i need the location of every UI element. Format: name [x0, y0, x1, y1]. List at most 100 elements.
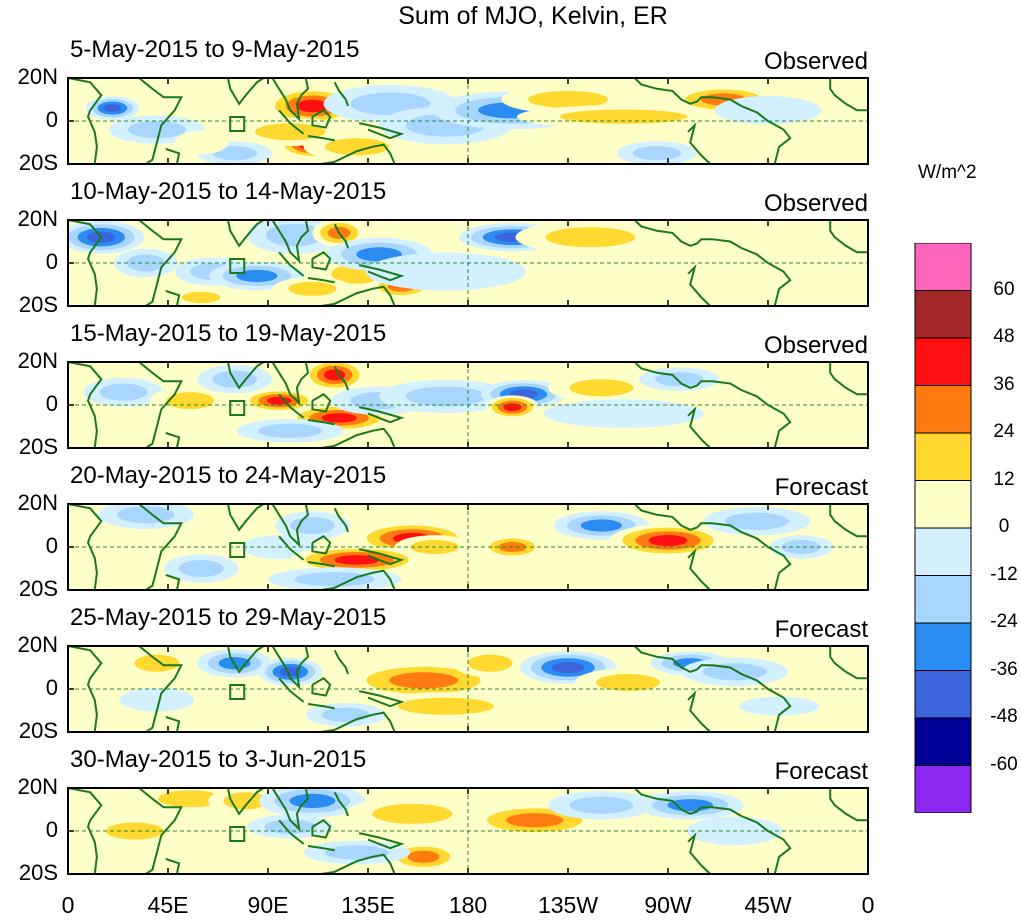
coastline	[633, 504, 792, 590]
anomaly-contour	[739, 696, 820, 716]
anomaly-contour	[559, 109, 688, 124]
region-box	[229, 542, 246, 558]
coastline	[165, 574, 181, 590]
anomaly-contour	[334, 555, 380, 565]
coastline	[321, 711, 396, 732]
coastline	[333, 791, 349, 817]
anomaly-contour	[782, 539, 821, 555]
coastline	[311, 109, 332, 129]
coastline	[138, 220, 183, 306]
coastline	[138, 788, 183, 874]
colorbar-swatch	[914, 670, 972, 719]
coastline	[138, 362, 183, 448]
colorbar-tick-label: 24	[993, 421, 1015, 442]
coastline	[307, 135, 335, 142]
anomaly-contour	[134, 654, 180, 672]
coastline	[333, 649, 349, 675]
coastline	[227, 646, 265, 674]
anomaly-contour	[99, 383, 148, 401]
anomaly-contour	[569, 379, 634, 397]
anomaly-contour	[324, 138, 389, 156]
coastline	[333, 223, 349, 249]
anomaly-contour	[372, 803, 453, 824]
coastline	[687, 690, 711, 732]
anomaly-contour	[321, 413, 357, 423]
coastline	[311, 251, 332, 271]
coastline	[358, 548, 405, 566]
coastline	[333, 365, 349, 391]
anomaly-contour	[324, 845, 389, 860]
colorbar-swatch	[914, 765, 972, 813]
coastline	[165, 432, 181, 448]
x-tick-label: 45E	[147, 892, 189, 918]
map-plot	[67, 361, 869, 449]
anomaly-contour	[724, 512, 789, 530]
colorbar-unit: W/m^2	[918, 162, 977, 183]
map-panel: 30-May-2015 to 3-Jun-2015 Forecast 20N 0 20S	[0, 746, 900, 894]
anomaly-contour	[506, 813, 564, 828]
anomaly-contour	[178, 559, 224, 578]
x-tick-label: 90E	[247, 892, 289, 918]
x-axis: 0 45E 90E 135E 180 135W 90W 45W 0	[0, 892, 1021, 921]
anomaly-contour	[648, 535, 688, 547]
coastline	[278, 819, 305, 845]
coastline	[633, 788, 792, 874]
anomaly-contour	[714, 96, 822, 125]
lat-tick-label: 0	[45, 249, 58, 274]
anomaly-contour	[528, 90, 608, 109]
coastline	[321, 285, 396, 306]
coastline	[321, 569, 396, 590]
coastline	[829, 504, 868, 538]
map-panel: 10-May-2015 to 14-May-2015 Observed 20N 0 20…	[0, 178, 900, 326]
coastline	[829, 78, 868, 112]
colorbar-tick-label: -48	[990, 706, 1018, 727]
anomaly-contour	[158, 790, 223, 808]
coastline	[68, 646, 103, 732]
lat-tick-label: 20N	[17, 348, 58, 373]
coastline	[165, 716, 181, 732]
lat-tick-label: 0	[45, 107, 58, 132]
coastline	[227, 220, 265, 248]
anomaly-contour	[265, 223, 324, 247]
colorbar-swatch	[914, 432, 972, 481]
panel-date-range: 20-May-2015 to 24-May-2015	[70, 462, 387, 489]
coastline	[687, 832, 711, 874]
coastline	[687, 406, 711, 448]
coastline	[358, 406, 405, 424]
anomaly-contour	[552, 661, 584, 674]
coastline	[138, 504, 183, 590]
x-tick-label: 135E	[341, 892, 395, 918]
colorbar-tick-label: 60	[993, 278, 1015, 300]
map-plot	[67, 787, 869, 875]
map-plot	[67, 503, 869, 591]
anomaly-contour	[255, 123, 326, 141]
anomaly-contour	[296, 99, 329, 113]
anomaly-contour	[321, 707, 370, 722]
coastline	[278, 393, 305, 419]
coastline	[68, 788, 103, 874]
coastline	[271, 504, 310, 548]
panel-date-range: 15-May-2015 to 19-May-2015	[70, 320, 387, 347]
anomaly-contour	[655, 372, 704, 387]
anomaly-contour	[405, 386, 486, 407]
coastline	[321, 143, 396, 164]
coastline	[307, 419, 335, 426]
coastline	[333, 81, 349, 107]
panel-status: Forecast	[774, 616, 868, 643]
x-tick-label: 0	[61, 892, 75, 918]
anomaly-contour	[580, 519, 622, 532]
panel-date-range: 10-May-2015 to 14-May-2015	[70, 178, 387, 205]
coastline	[321, 427, 396, 448]
lat-tick-label: 20N	[17, 632, 58, 657]
coastline	[271, 78, 310, 122]
coastline	[358, 122, 405, 140]
coastline	[829, 788, 868, 822]
region-box	[229, 684, 246, 700]
coastline	[138, 78, 183, 164]
anomaly-contour	[236, 269, 278, 282]
coastline	[271, 788, 310, 832]
coastline	[333, 507, 349, 533]
panel-status: Forecast	[774, 474, 868, 501]
colorbar-tick-label: 12	[993, 468, 1015, 490]
map-panel: 5-May-2015 to 9-May-2015 Observed 20N 0 20S	[0, 36, 900, 184]
